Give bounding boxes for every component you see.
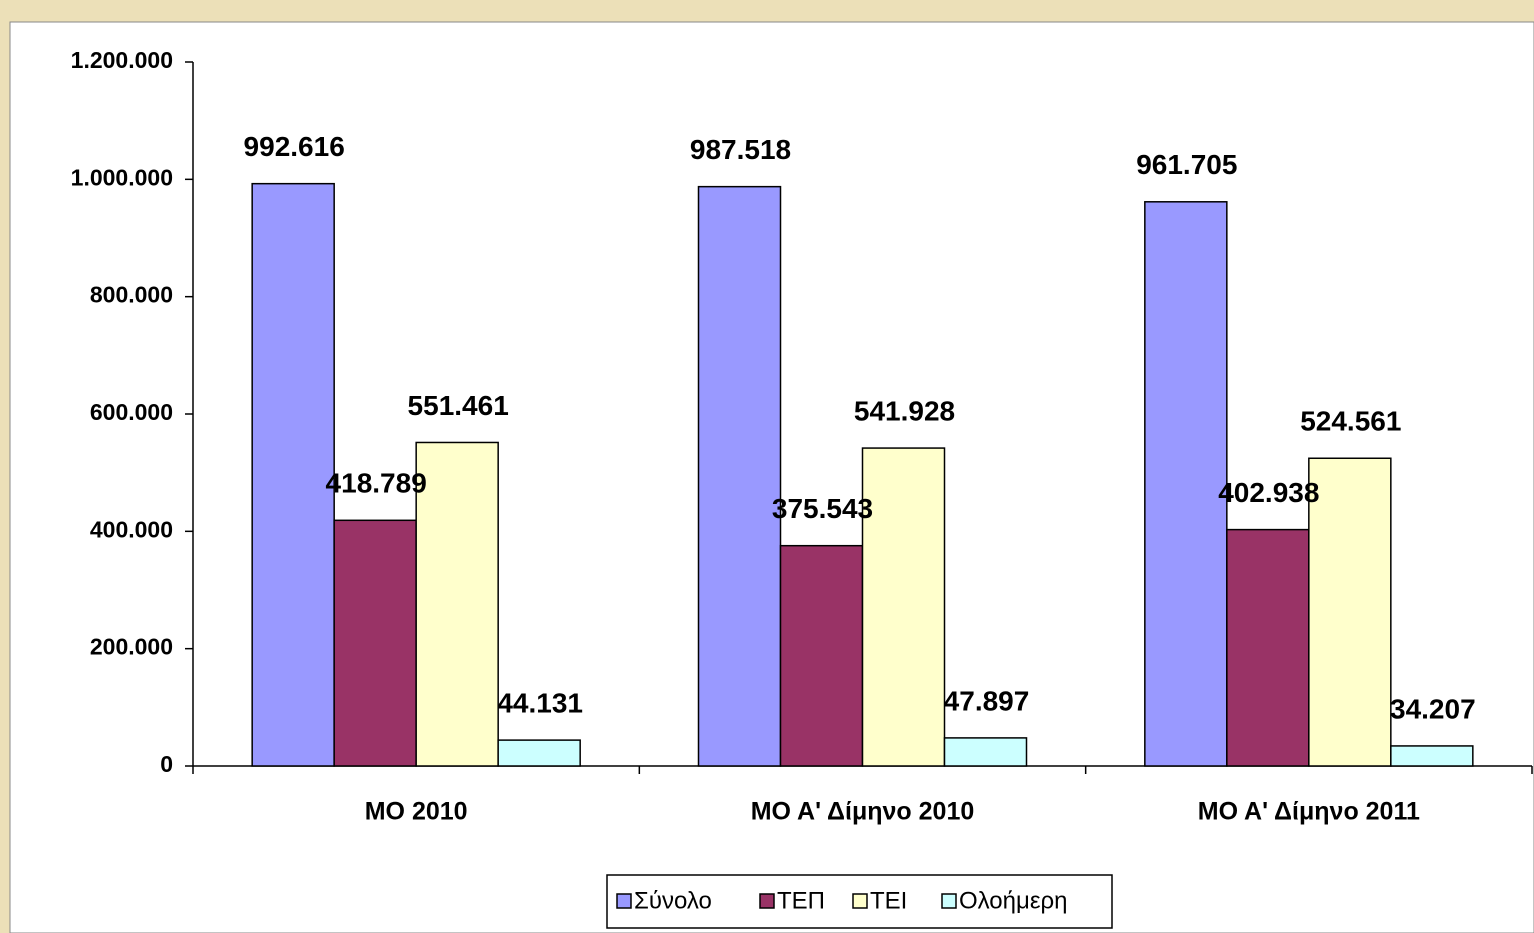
bar — [697, 185, 782, 767]
data-label: 44.131 — [497, 688, 583, 719]
data-label: 987.518 — [690, 134, 791, 165]
y-tick-label: 200.000 — [90, 634, 173, 660]
data-label: 402.938 — [1218, 477, 1319, 508]
bar — [497, 739, 581, 767]
legend-swatch — [852, 893, 868, 909]
bar — [251, 182, 335, 767]
y-tick-label: 1.000.000 — [71, 164, 173, 190]
legend-label: ΤΕΠ — [777, 887, 825, 914]
bar — [1226, 528, 1310, 767]
bar — [779, 544, 864, 767]
data-label: 375.543 — [772, 493, 873, 524]
x-tick-label: ΜΟ Α' Δίμηνο 2011 — [1198, 798, 1420, 826]
data-label: 992.616 — [244, 131, 345, 162]
y-tick-label: 400.000 — [90, 516, 173, 542]
legend-label: Σύνολο — [634, 887, 712, 914]
data-label: 541.928 — [854, 395, 955, 426]
legend-swatch — [941, 893, 957, 909]
data-label: 418.789 — [326, 468, 427, 499]
y-tick-label: 600.000 — [90, 399, 173, 425]
data-label: 524.561 — [1300, 406, 1401, 437]
data-label: 34.207 — [1390, 693, 1476, 724]
legend-label: Ολοήμερη — [959, 887, 1068, 914]
bar — [1390, 745, 1474, 767]
x-tick-label: ΜΟ 2010 — [365, 798, 468, 826]
bar — [861, 447, 946, 767]
y-tick-label: 0 — [160, 751, 173, 777]
y-tick-label: 800.000 — [90, 282, 173, 308]
legend-swatch — [616, 893, 632, 909]
data-label: 47.897 — [944, 685, 1030, 716]
bar — [943, 737, 1028, 767]
bar — [1144, 201, 1228, 767]
bar — [415, 441, 499, 767]
bar — [1308, 457, 1392, 767]
data-label: 551.461 — [408, 390, 509, 421]
legend-label: ΤΕΙ — [870, 887, 907, 914]
y-tick-label: 1.200.000 — [71, 47, 173, 73]
bar — [333, 519, 417, 767]
x-tick-label: ΜΟ Α' Δίμηνο 2010 — [751, 798, 975, 826]
legend-swatch — [759, 893, 775, 909]
data-label: 961.705 — [1136, 149, 1237, 180]
